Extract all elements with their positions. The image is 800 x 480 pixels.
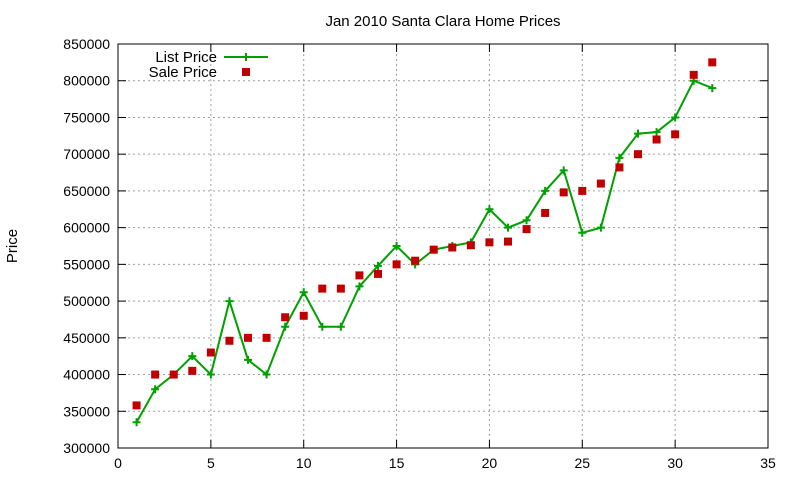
- x-tick-label: 25: [574, 455, 590, 471]
- sale-price-point: [596, 179, 605, 188]
- sale-price-point: [485, 238, 494, 247]
- list-price-point: [559, 166, 568, 175]
- x-tick-label: 5: [207, 455, 215, 471]
- legend-label-list-price: List Price: [155, 49, 217, 66]
- sale-price-point: [578, 186, 587, 195]
- list-price-point: [392, 242, 401, 250]
- list-price-point: [578, 228, 587, 237]
- sale-price-point: [634, 150, 642, 159]
- y-tick-label: 700000: [63, 146, 110, 162]
- list-price-point: [262, 370, 271, 379]
- sale-price-point: [689, 70, 698, 79]
- list-price-point: [615, 153, 624, 162]
- sale-price-point: [318, 284, 327, 293]
- sale-price-point: [244, 333, 252, 342]
- legend-marker-list-price: [242, 53, 250, 61]
- sale-price-point: [466, 241, 475, 250]
- list-price-point: [708, 84, 717, 93]
- x-tick-label: 15: [389, 455, 405, 471]
- y-tick-label: 600000: [63, 220, 110, 236]
- y-tick-label: 850000: [63, 36, 110, 52]
- list-price-point: [671, 113, 680, 122]
- legend-label-sale-price: Sale Price: [149, 64, 217, 81]
- x-tick-label: 30: [667, 455, 683, 471]
- y-tick-label: 750000: [63, 109, 110, 125]
- series: [132, 58, 717, 427]
- sale-price-point: [169, 370, 178, 379]
- sale-price-point: [262, 333, 271, 342]
- sale-price-point: [299, 311, 308, 320]
- y-tick-label: 800000: [63, 73, 110, 89]
- sale-price-point: [151, 370, 160, 379]
- sale-price-point: [615, 163, 624, 172]
- sale-price-point: [411, 256, 420, 265]
- list-price-point: [336, 322, 345, 331]
- sale-price-point: [671, 130, 680, 139]
- chart-title: Jan 2010 Santa Clara Home Prices: [325, 13, 560, 30]
- list-price-point: [132, 418, 141, 427]
- x-tick-label: 35: [760, 455, 776, 471]
- x-tick-label: 20: [482, 455, 498, 471]
- list-price-point: [522, 216, 531, 225]
- sale-price-point: [522, 225, 531, 234]
- sale-price-point: [225, 336, 234, 345]
- y-tick-label: 300000: [63, 440, 110, 456]
- sale-price-point: [281, 313, 290, 322]
- y-tick-label: 350000: [63, 403, 110, 419]
- legend-swatch-sale-price: [242, 68, 250, 76]
- list-price-point: [355, 282, 364, 291]
- sale-price-point: [559, 188, 568, 197]
- list-price-point: [299, 288, 308, 297]
- list-price-point: [634, 129, 642, 138]
- plot-frame: [117, 43, 769, 449]
- list-price-point: [188, 352, 197, 361]
- list-price-point: [485, 205, 494, 214]
- legend: List Price Sale Price: [149, 49, 268, 81]
- y-tick-label: 550000: [63, 256, 110, 272]
- list-price-point: [596, 223, 605, 232]
- sale-price-point: [206, 348, 215, 357]
- list-price-point: [225, 297, 234, 306]
- list-price-point: [244, 355, 252, 364]
- sale-price-point: [132, 401, 141, 410]
- sale-price-point: [429, 245, 438, 254]
- sale-price-point: [336, 284, 345, 293]
- sale-price-point: [504, 237, 512, 246]
- list-price-point: [318, 322, 327, 331]
- y-tick-label: 500000: [63, 293, 110, 309]
- list-price-point: [281, 322, 290, 331]
- list-price-point: [374, 261, 382, 270]
- list-price-point: [206, 370, 215, 379]
- list-price-point: [652, 128, 661, 137]
- list-price-point: [504, 223, 512, 232]
- list-price-point: [541, 186, 550, 195]
- sale-price-point: [652, 135, 661, 144]
- y-axis-label: Price: [4, 229, 21, 263]
- sale-price-point: [355, 271, 364, 280]
- sale-price-point: [541, 208, 550, 217]
- sale-price-point: [708, 58, 717, 67]
- y-tick-label: 400000: [63, 367, 110, 383]
- sale-price-point: [392, 260, 401, 269]
- sale-price-point: [448, 243, 457, 252]
- y-tick-label: 650000: [63, 183, 110, 199]
- y-tick-label: 450000: [63, 330, 110, 346]
- sale-price-point: [188, 366, 197, 375]
- list-price-point: [151, 385, 160, 394]
- x-tick-label: 10: [296, 455, 312, 471]
- sale-price-point: [374, 269, 382, 278]
- axis-ticks: 0 5 10 15 20 25 30 35 300000 350000 400000 450000 50…: [63, 36, 776, 471]
- x-tick-label: 0: [114, 455, 122, 471]
